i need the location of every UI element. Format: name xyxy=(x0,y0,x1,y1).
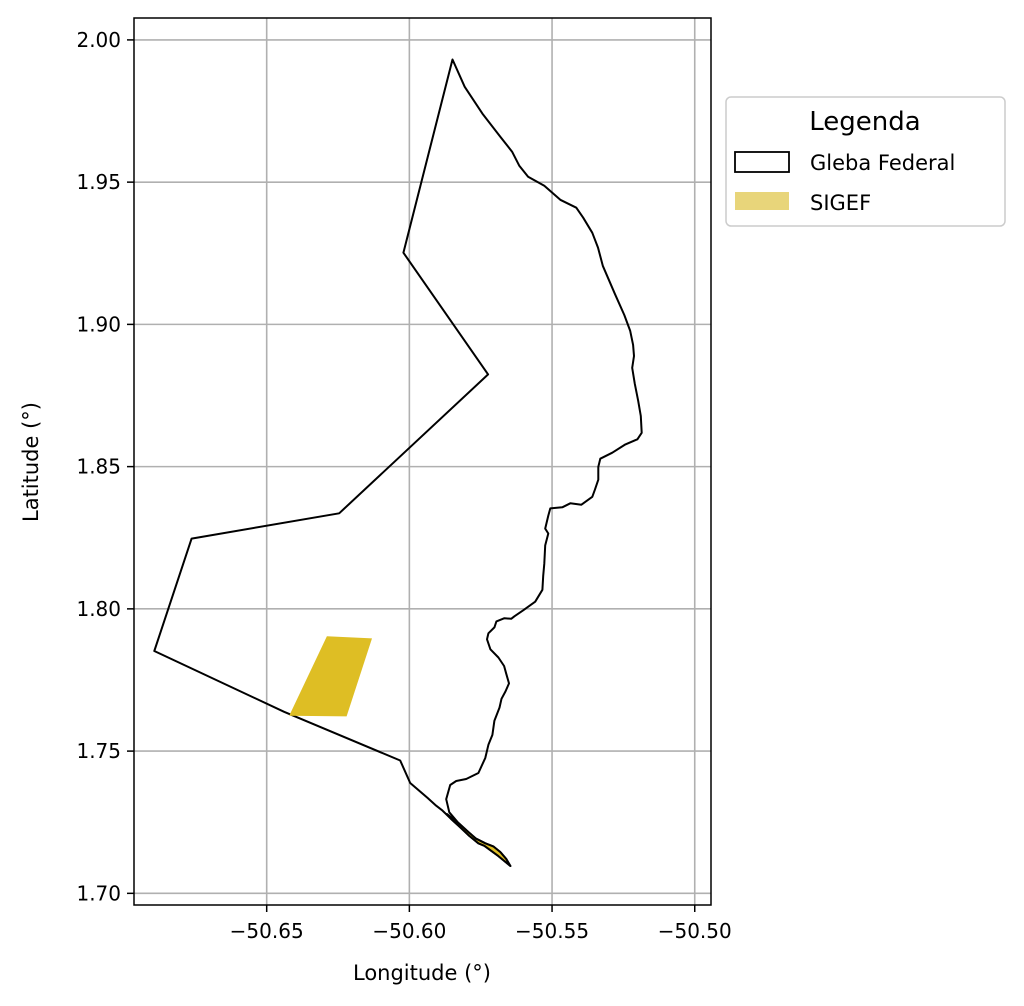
legend: Legenda Gleba Federal SIGEF xyxy=(725,96,1006,227)
legend-label-sigef: SIGEF xyxy=(810,191,871,215)
y-tick-label: 1.95 xyxy=(76,170,121,194)
y-tick-label: 1.70 xyxy=(76,881,121,905)
x-tick-label: −50.60 xyxy=(372,919,446,943)
y-tick-label: 1.75 xyxy=(76,739,121,763)
legend-title: Legenda xyxy=(809,107,920,137)
legend-swatch-gleba-federal xyxy=(734,151,790,173)
y-tick-label: 1.80 xyxy=(76,597,121,621)
x-tick-label: −50.55 xyxy=(515,919,589,943)
x-axis-label: Longitude (°) xyxy=(353,961,491,985)
legend-label-gleba-federal: Gleba Federal xyxy=(810,151,955,175)
x-tick-label: −50.50 xyxy=(658,919,732,943)
grid-lines xyxy=(134,18,711,905)
plot-frame xyxy=(133,17,712,906)
legend-frame xyxy=(725,96,1006,227)
map-layers xyxy=(153,58,643,867)
y-tick-label: 2.00 xyxy=(76,28,121,52)
y-tick-label: 1.90 xyxy=(76,312,121,336)
legend-swatch-sigef xyxy=(735,192,789,210)
x-tick-label: −50.65 xyxy=(230,919,304,943)
y-tick-label: 1.85 xyxy=(76,455,121,479)
sigef-polygon xyxy=(289,636,372,717)
axis-ticks: −50.65 −50.60 −50.55 −50.50 1.70 1.75 1.80 1.85… xyxy=(76,28,731,943)
sigef-polygon xyxy=(446,813,512,867)
y-axis-label: Latitude (°) xyxy=(19,402,43,522)
